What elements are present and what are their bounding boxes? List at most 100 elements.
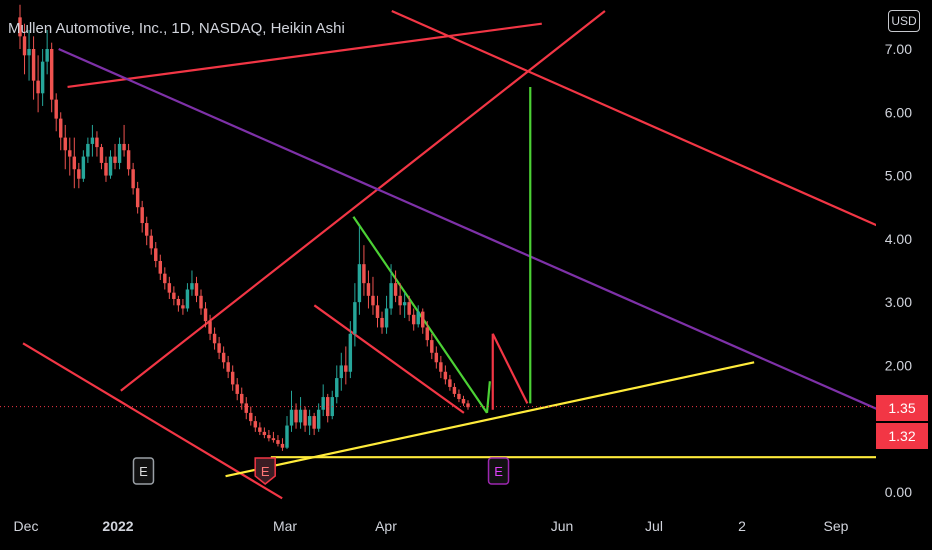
- candle-body: [22, 36, 27, 56]
- candle-body: [199, 295, 203, 309]
- candle-body: [95, 137, 99, 148]
- x-tick-label: 2: [738, 518, 746, 534]
- candle-body: [86, 143, 90, 157]
- y-axis[interactable]: 7.00 6.00 5.00 4.00 3.00 2.00 0.00: [876, 0, 932, 550]
- earnings-badge: [132, 457, 155, 485]
- candle-body: [108, 156, 113, 176]
- x-tick-label: Jul: [645, 518, 663, 534]
- y-tick-label: 4.00: [885, 231, 912, 247]
- candle-body: [158, 261, 163, 274]
- candle-body: [280, 443, 285, 448]
- drawing-red-line-2[interactable]: [391, 10, 894, 234]
- candle-body: [172, 292, 176, 299]
- candle-body: [325, 397, 330, 417]
- candle-body: [285, 425, 289, 448]
- earnings-marker-0[interactable]: E: [132, 457, 155, 485]
- candle-body: [398, 295, 402, 306]
- candle-body: [144, 223, 149, 236]
- candle-body: [226, 362, 230, 372]
- candle-body: [212, 333, 217, 344]
- currency-button[interactable]: USD: [888, 10, 920, 32]
- candle-body: [402, 302, 407, 306]
- candle-body: [63, 137, 67, 151]
- candle-body: [448, 379, 452, 387]
- earnings-label: E: [494, 464, 503, 479]
- candle-body: [380, 317, 384, 328]
- candle-body: [81, 156, 86, 179]
- candle-body: [104, 162, 108, 176]
- drawing-red-line-0[interactable]: [67, 22, 542, 89]
- candle-body: [457, 393, 461, 399]
- candle-body: [339, 365, 344, 379]
- candle-body: [271, 438, 276, 441]
- candle-body: [362, 264, 366, 284]
- drawing-red-line-4[interactable]: [313, 304, 465, 414]
- drawing-purple-line-7[interactable]: [58, 47, 894, 418]
- candle-body: [99, 147, 104, 163]
- candle-body: [240, 393, 244, 404]
- candle-body: [262, 431, 267, 436]
- candle-body: [113, 156, 117, 163]
- candle-body: [68, 150, 72, 157]
- x-axis-background: [0, 508, 932, 550]
- candle-body: [303, 409, 307, 426]
- candle-body: [298, 409, 303, 423]
- price-label-text: 1.35: [888, 400, 915, 416]
- candle-body: [267, 435, 271, 439]
- earnings-badge: [487, 457, 510, 485]
- candle-body: [434, 352, 439, 363]
- candle-body: [77, 169, 81, 179]
- candle-body: [90, 137, 95, 144]
- drawing-green-line-8[interactable]: [352, 216, 488, 414]
- drawing-red-line-1[interactable]: [120, 10, 606, 392]
- candlestick-series: [18, 4, 470, 451]
- y-tick-label: 5.00: [885, 168, 912, 184]
- y-tick-label: 0.00: [885, 484, 912, 500]
- candle-body: [59, 118, 63, 138]
- candle-body: [335, 378, 339, 398]
- x-tick-label: Jun: [551, 518, 574, 534]
- candle-body: [289, 409, 294, 426]
- candle-body: [230, 371, 235, 385]
- trend-drawings: [22, 10, 894, 500]
- earnings-marker-1[interactable]: E: [254, 457, 276, 485]
- earnings-marker-2[interactable]: E: [487, 457, 510, 485]
- candle-body: [45, 49, 49, 62]
- candle-body: [357, 264, 362, 303]
- candle-body: [384, 308, 389, 328]
- candle-body: [190, 283, 194, 290]
- candle-body: [122, 143, 126, 151]
- candle-body: [407, 302, 411, 315]
- y-tick-label: 2.00: [885, 357, 912, 373]
- candle-body: [181, 305, 185, 309]
- drawing-red-line-5[interactable]: [491, 333, 529, 404]
- candle-body: [316, 409, 321, 429]
- candle-body: [276, 440, 280, 444]
- candle-body: [249, 412, 253, 422]
- earnings-badge: [254, 457, 276, 485]
- candle-body: [154, 248, 158, 262]
- candle-body: [208, 321, 212, 334]
- y-tick-label: 3.00: [885, 294, 912, 310]
- candle-body: [27, 49, 31, 56]
- drawing-green-line-9[interactable]: [485, 381, 491, 413]
- candle-body: [466, 403, 470, 408]
- candle-body: [217, 343, 221, 353]
- candle-body: [235, 384, 239, 394]
- candle-body: [416, 311, 420, 325]
- candle-body: [430, 340, 434, 353]
- candle-body: [411, 314, 416, 325]
- candle-body: [371, 295, 375, 306]
- x-tick-label: Sep: [824, 518, 849, 534]
- candle-body: [40, 61, 45, 94]
- candle-body: [117, 143, 122, 163]
- candle-body: [126, 150, 131, 170]
- x-tick-label: 2022: [102, 518, 133, 534]
- x-axis[interactable]: Dec 2022 Mar Apr Jun Jul 2 Sep: [0, 508, 932, 550]
- candle-body: [72, 156, 77, 170]
- price-label-text: 1.32: [888, 428, 915, 444]
- chart-title: Mullen Automotive, Inc., 1D, NASDAQ, Hei…: [8, 20, 345, 37]
- candle-body: [258, 427, 262, 432]
- candle-body: [131, 169, 135, 189]
